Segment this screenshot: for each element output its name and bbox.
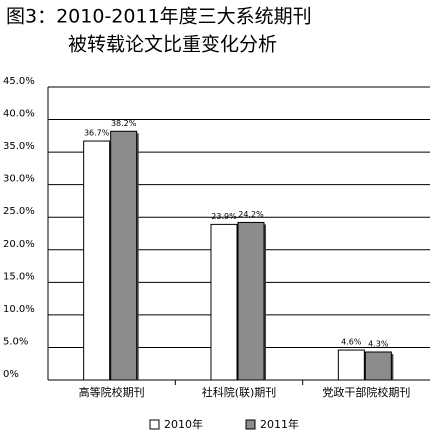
y-tick-label: 5.0% xyxy=(3,336,28,347)
x-tick-label: 社科院(联)期刊 xyxy=(202,385,277,399)
y-tick-label: 20.0% xyxy=(3,239,35,250)
value-label: 24.2% xyxy=(238,210,264,219)
value-label: 38.2% xyxy=(111,119,137,128)
y-tick-label: 35.0% xyxy=(3,141,35,152)
bar xyxy=(210,223,238,381)
bar xyxy=(337,349,365,381)
y-tick-label: 25.0% xyxy=(3,206,35,217)
y-tick-label: 40.0% xyxy=(3,109,35,120)
legend-label: 2010年 xyxy=(164,417,203,431)
x-tick-label: 高等院校期刊 xyxy=(79,385,145,399)
bar xyxy=(237,221,265,381)
legend-swatch xyxy=(245,419,256,430)
legend-label: 2011年 xyxy=(260,417,299,431)
y-tick-label: 10.0% xyxy=(3,304,35,315)
bar xyxy=(110,130,138,381)
chart-subtitle: 被转载论文比重变化分析 xyxy=(68,34,277,56)
y-tick-label: 30.0% xyxy=(3,174,35,185)
y-tick-label: 0% xyxy=(3,369,19,380)
bar xyxy=(83,140,111,381)
y-tick-label: 15.0% xyxy=(3,271,35,282)
chart-title: 图3：2010-2011年度三大系统期刊 xyxy=(6,6,312,28)
y-tick-label: 45.0% xyxy=(3,76,35,87)
value-label: 23.9% xyxy=(211,212,237,221)
x-tick-label: 党政干部院校期刊 xyxy=(322,385,410,399)
value-label: 4.3% xyxy=(368,340,389,349)
bar xyxy=(364,351,392,381)
value-label: 36.7% xyxy=(84,129,110,138)
legend-swatch xyxy=(149,419,160,430)
value-label: 4.6% xyxy=(341,338,362,347)
